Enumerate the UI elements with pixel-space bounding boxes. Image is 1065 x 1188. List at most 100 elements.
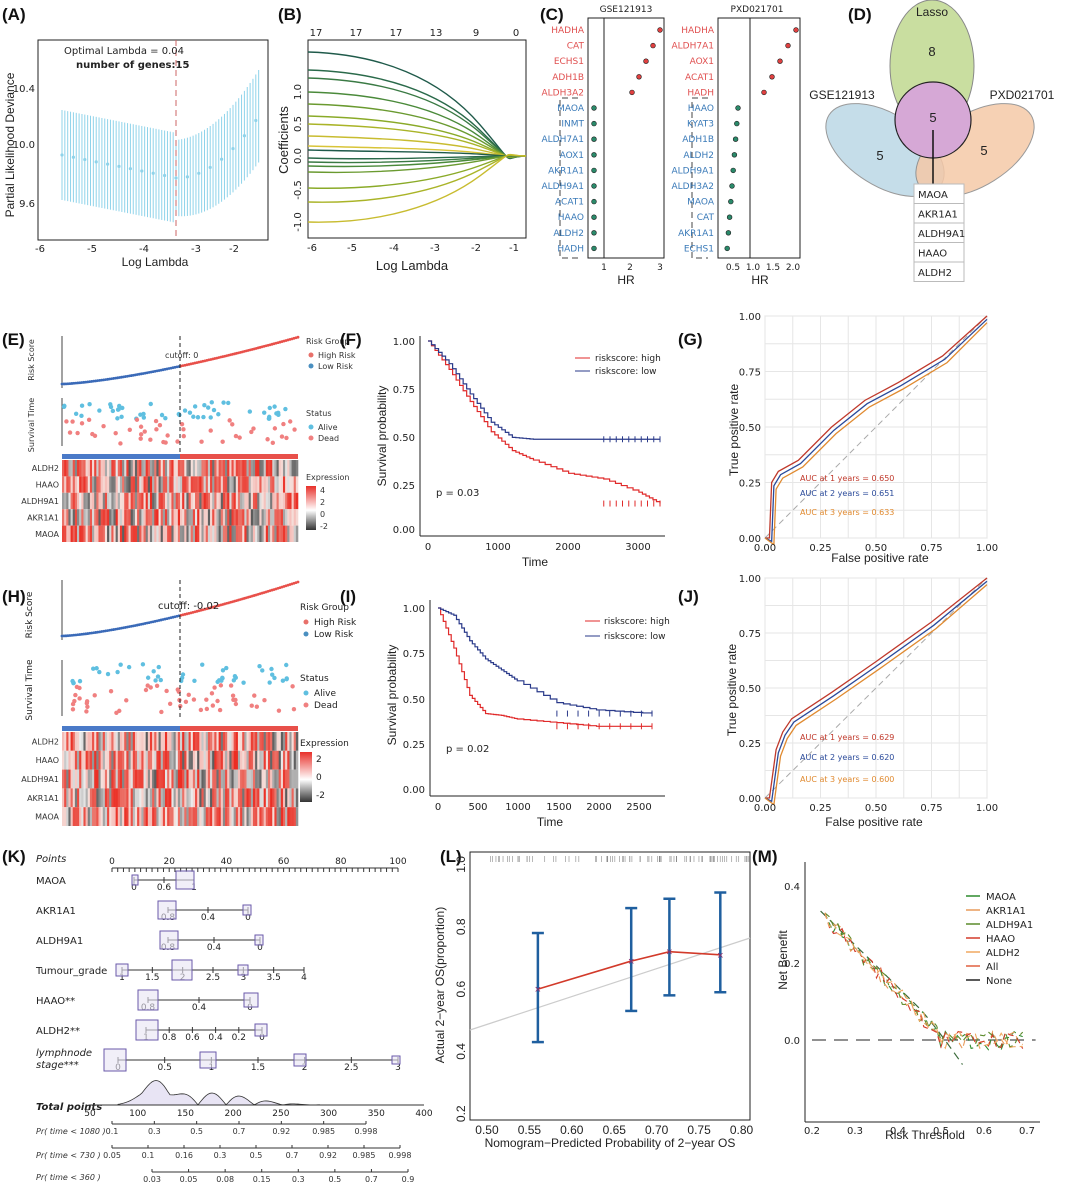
heat-cell xyxy=(132,750,136,770)
heat-cell xyxy=(72,460,76,477)
heat-cell xyxy=(212,525,215,542)
heat-cell xyxy=(149,732,153,751)
heat-cell xyxy=(77,788,80,808)
surv-point xyxy=(163,440,168,445)
nomo-tick-label: 0.6 xyxy=(185,1033,200,1043)
heat-cell xyxy=(70,807,74,826)
heat-cell xyxy=(201,769,204,789)
panel-m-xtick: 0.2 xyxy=(804,1126,820,1137)
heat-cell xyxy=(218,807,222,826)
legend-dot xyxy=(308,363,314,369)
heat-cell xyxy=(280,732,284,751)
heat-cell xyxy=(164,509,168,526)
heat-cell xyxy=(259,769,262,789)
panel-f-ytick: 1.00 xyxy=(393,337,415,348)
heat-cell xyxy=(210,525,213,542)
points-tick: 20 xyxy=(163,857,175,867)
heat-cell xyxy=(184,460,187,477)
heat-cell xyxy=(278,807,282,826)
heat-cell xyxy=(270,460,273,477)
heat-cell xyxy=(156,807,159,826)
gene-label: ALDH7A1 xyxy=(542,135,584,145)
hr-point xyxy=(591,198,597,205)
venn-count: 8 xyxy=(928,44,935,59)
heat-cell xyxy=(94,525,97,542)
heat-cell xyxy=(92,769,95,789)
heat-cell xyxy=(122,769,125,789)
panel-j-roc: 0.000.000.250.250.500.500.750.751.001.00 xyxy=(739,574,998,814)
heat-cell xyxy=(98,525,101,542)
heat-cell xyxy=(128,509,131,526)
points-tick: 60 xyxy=(278,857,290,867)
legend-label: All xyxy=(986,962,998,973)
heat-cell xyxy=(242,476,245,493)
prob-label: 0.985 xyxy=(353,1151,376,1160)
heat-cell xyxy=(278,476,282,493)
heat-cell xyxy=(192,732,196,751)
heat-cell xyxy=(214,492,217,510)
heat-cell xyxy=(169,807,172,826)
heat-cell xyxy=(248,460,252,477)
surv-point xyxy=(181,433,186,439)
heat-cell xyxy=(134,788,138,808)
heat-cell xyxy=(184,509,187,526)
panel-e-expr-tick: -2 xyxy=(320,522,328,531)
heat-cell xyxy=(83,460,86,477)
heat-cell xyxy=(267,460,271,477)
heat-cell xyxy=(287,769,290,789)
heat-cell xyxy=(177,769,181,789)
heat-cell xyxy=(265,807,269,826)
heat-cell xyxy=(175,525,179,542)
surv-point xyxy=(192,404,198,409)
nomo-tick-label: 1 xyxy=(119,973,125,983)
heat-cell xyxy=(64,476,67,493)
heat-cell xyxy=(94,476,97,493)
heat-cell xyxy=(274,732,277,751)
heat-cell xyxy=(237,769,241,789)
panel-a: (A) Optimal Lambda = 0.04 number of gene… xyxy=(2,5,269,269)
nomo-tick-label: 1.5 xyxy=(251,1063,265,1073)
heat-cell xyxy=(255,460,258,477)
gene-label: ECHS1 xyxy=(684,244,714,254)
heat-cell xyxy=(220,476,224,493)
heat-cell xyxy=(182,769,185,789)
roc-ytick: 0.25 xyxy=(739,739,761,750)
heat-cell xyxy=(96,492,99,510)
heat-cell xyxy=(167,509,170,526)
heat-cell xyxy=(199,788,202,808)
heat-cell xyxy=(274,769,277,789)
panel-h-leg-low: Low Risk xyxy=(314,630,354,640)
nomo-tick-label: 0.2 xyxy=(232,1033,246,1043)
heat-cell xyxy=(289,509,292,526)
surv-point xyxy=(200,662,205,667)
legend-label: ALDH2 xyxy=(986,948,1020,959)
heat-cell xyxy=(94,460,97,477)
mean-point xyxy=(174,176,178,180)
heat-cell xyxy=(113,788,116,808)
surv-point xyxy=(227,418,232,423)
heat-cell xyxy=(276,807,279,826)
mean-point xyxy=(151,171,155,175)
surv-point xyxy=(91,666,96,671)
panel-h-expr-tick: 0 xyxy=(316,773,322,783)
gene-label: MAOA xyxy=(557,104,585,114)
heat-cell xyxy=(244,769,247,789)
hr-point xyxy=(731,152,738,158)
heat-cell xyxy=(274,525,277,542)
heat-cell xyxy=(89,807,93,826)
heat-cell xyxy=(87,525,91,542)
heat-cell xyxy=(126,460,129,477)
heat-cell xyxy=(233,460,237,477)
heat-cell xyxy=(188,492,192,510)
heat-cell xyxy=(169,476,172,493)
heat-cell xyxy=(132,732,136,751)
heat-cell xyxy=(274,807,277,826)
heat-cell xyxy=(207,807,211,826)
heat-cell xyxy=(113,492,116,510)
heat-cell xyxy=(167,492,170,510)
surv-point xyxy=(75,430,80,436)
heat-cell xyxy=(201,509,204,526)
heat-cell xyxy=(70,525,74,542)
